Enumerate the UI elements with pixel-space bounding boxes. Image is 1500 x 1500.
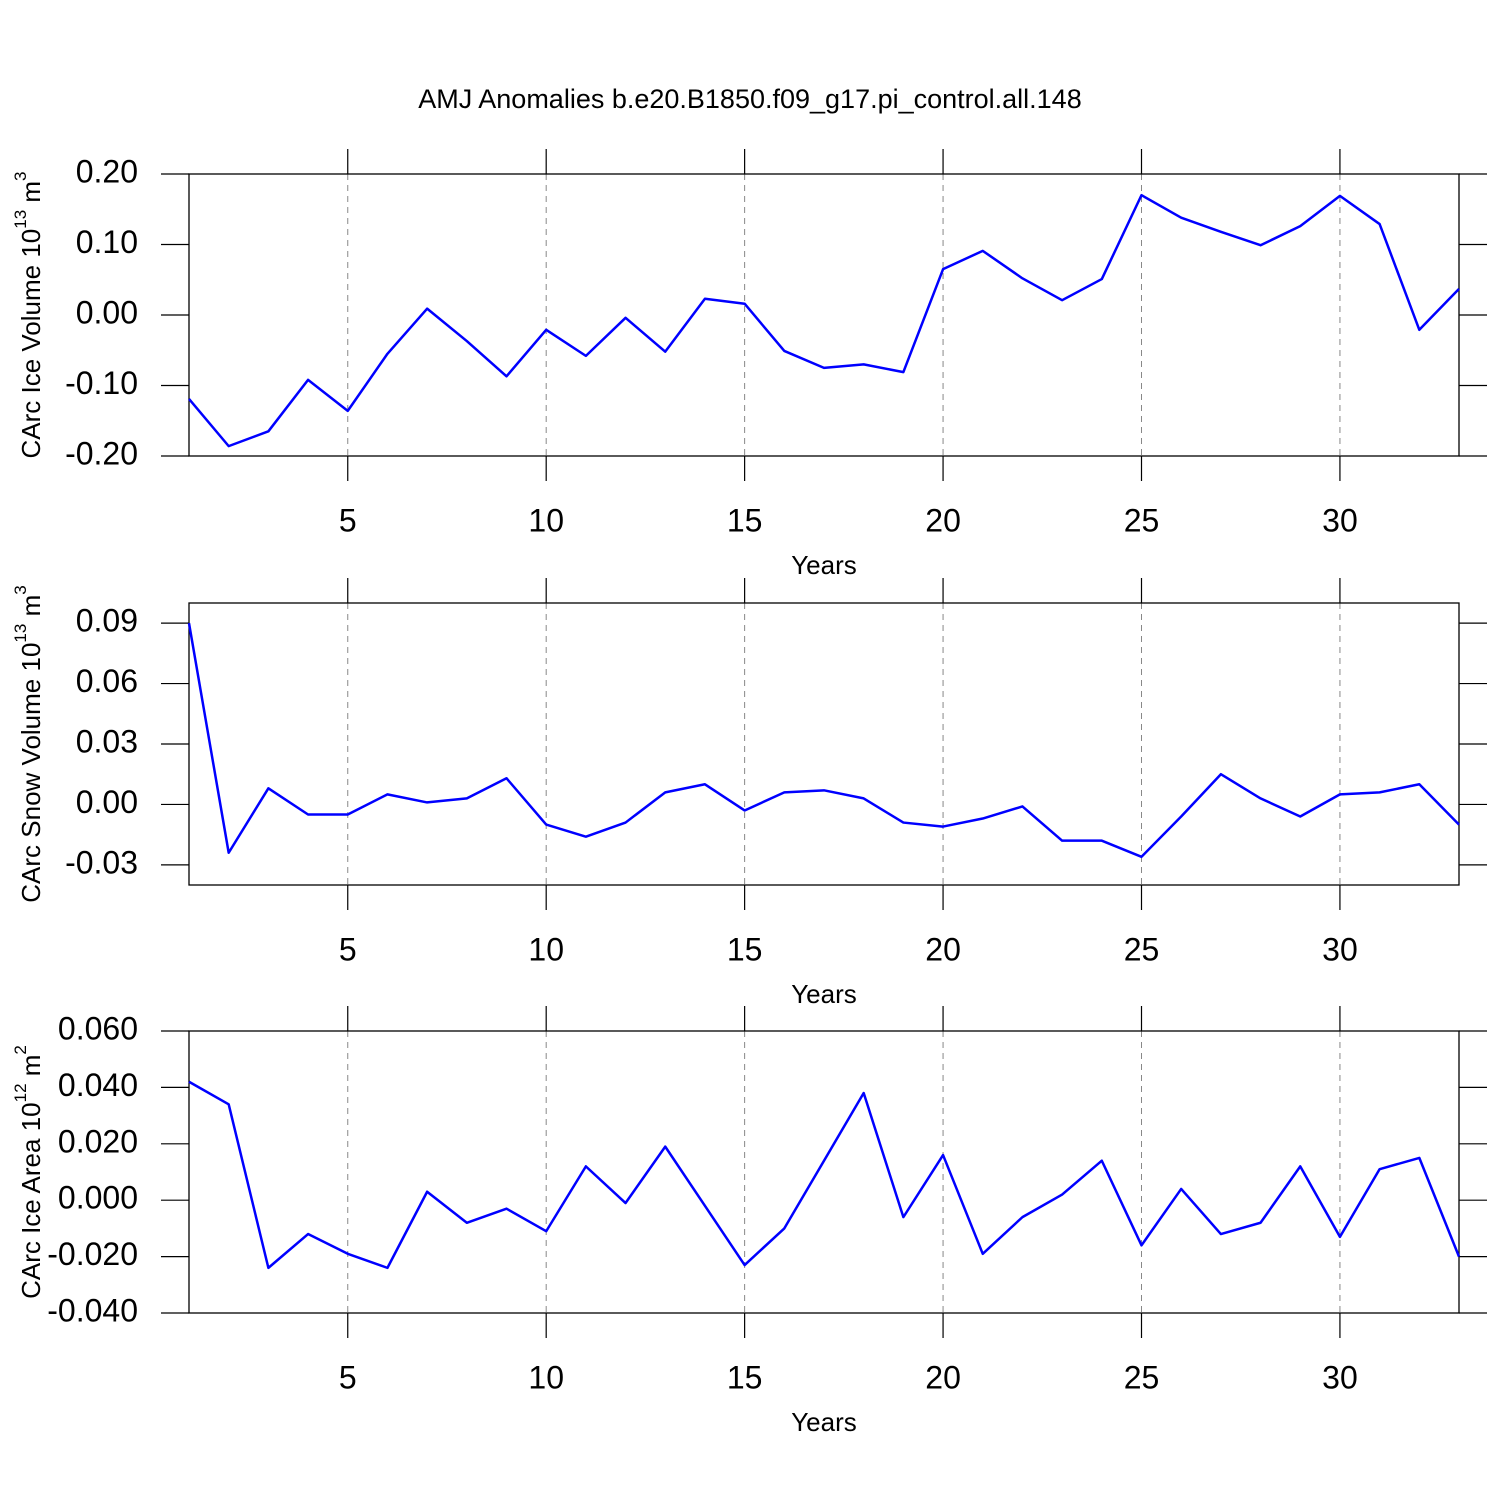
y-tick-label: 0.06 bbox=[76, 663, 138, 699]
data-line bbox=[188, 1080, 1461, 1270]
y-tick-label: 0.03 bbox=[76, 723, 138, 759]
y-axis-label-exponent: 13 bbox=[11, 210, 30, 229]
y-tick-label: 0.00 bbox=[76, 294, 138, 330]
y-axis-label-part: m bbox=[16, 1055, 46, 1084]
x-tick-label: 15 bbox=[727, 931, 763, 967]
x-tick-label: 15 bbox=[727, 1359, 763, 1395]
data-line bbox=[187, 622, 1460, 859]
y-axis-label-part: m bbox=[16, 595, 46, 624]
y-axis-label-exponent: 2 bbox=[11, 1045, 30, 1054]
x-tick-label: 5 bbox=[339, 502, 357, 538]
x-tick-label: 25 bbox=[1124, 931, 1160, 967]
plot-frame bbox=[188, 173, 1460, 457]
data-line bbox=[188, 193, 1460, 448]
chart-title: AMJ Anomalies b.e20.B1850.f09_g17.pi_con… bbox=[418, 84, 1081, 114]
x-tick-label: 10 bbox=[528, 1359, 564, 1395]
x-tick-label: 30 bbox=[1322, 502, 1358, 538]
y-axis-label-part: CArc Ice Volume 10 bbox=[16, 229, 46, 459]
y-tick-label: -0.020 bbox=[47, 1236, 138, 1272]
x-tick-label: 25 bbox=[1124, 502, 1160, 538]
x-tick-label: 25 bbox=[1124, 1359, 1160, 1395]
y-axis-label-exponent: 3 bbox=[11, 585, 30, 594]
x-tick-label: 5 bbox=[339, 1359, 357, 1395]
plot-frame bbox=[188, 1030, 1460, 1314]
x-tick-label: 20 bbox=[925, 931, 961, 967]
x-tick-label: 20 bbox=[925, 1359, 961, 1395]
y-axis-label-exponent: 13 bbox=[11, 624, 30, 643]
plot-frame bbox=[188, 602, 1460, 886]
y-tick-label: -0.10 bbox=[65, 365, 138, 401]
y-tick-label: 0.060 bbox=[58, 1010, 138, 1046]
x-tick-label: 30 bbox=[1322, 1359, 1358, 1395]
y-axis-label-part: m bbox=[16, 181, 46, 210]
y-axis-label-exponent: 12 bbox=[11, 1083, 30, 1102]
x-tick-label: 10 bbox=[528, 931, 564, 967]
y-tick-label: 0.020 bbox=[58, 1123, 138, 1159]
x-tick-label: 15 bbox=[727, 502, 763, 538]
y-axis-label-part: CArc Snow Volume 10 bbox=[16, 643, 46, 903]
y-tick-label: 0.09 bbox=[76, 603, 138, 639]
y-tick-label: -0.03 bbox=[65, 844, 138, 880]
x-axis-label: Years bbox=[791, 1407, 857, 1437]
y-axis-label: CArc Ice Area 1012 m2 bbox=[11, 1045, 45, 1299]
y-axis-label: CArc Ice Volume 1013 m3 bbox=[11, 171, 45, 458]
y-tick-label: 0.10 bbox=[76, 224, 138, 260]
x-tick-label: 30 bbox=[1322, 931, 1358, 967]
y-tick-label: 0.20 bbox=[76, 153, 138, 189]
x-tick-label: 5 bbox=[339, 931, 357, 967]
y-tick-label: -0.20 bbox=[65, 435, 138, 471]
x-axis-label: Years bbox=[791, 550, 857, 580]
y-tick-label: 0.000 bbox=[58, 1180, 138, 1216]
y-tick-label: -0.040 bbox=[47, 1292, 138, 1328]
x-tick-label: 10 bbox=[528, 502, 564, 538]
y-axis-label: CArc Snow Volume 1013 m3 bbox=[11, 585, 45, 902]
y-axis-label-part: CArc Ice Area 10 bbox=[16, 1102, 46, 1299]
y-tick-label: 0.040 bbox=[58, 1067, 138, 1103]
x-tick-label: 20 bbox=[925, 502, 961, 538]
y-axis-label-exponent: 3 bbox=[11, 171, 30, 180]
x-axis-label: Years bbox=[791, 979, 857, 1009]
y-tick-label: 0.00 bbox=[76, 784, 138, 820]
